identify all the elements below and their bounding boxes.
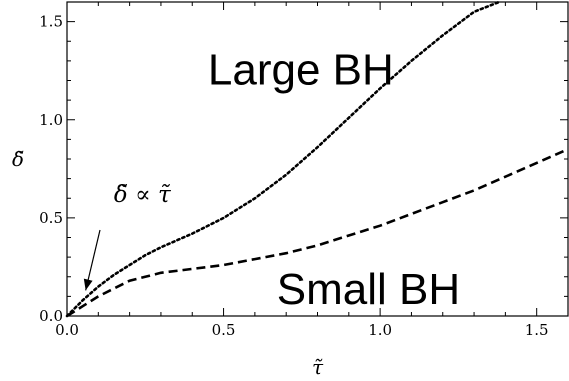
y-tick-label: 0.0 <box>39 307 63 325</box>
y-axis-label: δ̃ <box>12 147 24 171</box>
annotations-layer: Large BH Small BH δ̃ ∝ τ̃ <box>83 45 460 314</box>
y-tick-label: 0.5 <box>39 209 63 227</box>
x-tick-label: 0.0 <box>55 321 79 339</box>
x-tick-label: 1.5 <box>525 321 549 339</box>
x-tick-label: 0.5 <box>212 321 236 339</box>
annotation-arrowhead <box>83 278 93 291</box>
y-tick-label: 1.5 <box>39 13 63 31</box>
plot-frame <box>66 1 569 317</box>
ticks-layer: 0.0 0.5 1.0 1.5 0.0 0.5 1.0 1.5 <box>39 1 569 339</box>
series-layer <box>65 0 569 318</box>
series-line-dashed <box>66 148 569 318</box>
annotation-small-bh: Small BH <box>277 265 460 314</box>
x-tick-label: 1.0 <box>368 321 392 339</box>
annotation-proportional: δ̃ ∝ τ̃ <box>114 182 172 208</box>
y-tick-label: 1.0 <box>39 111 63 129</box>
x-axis-label: τ̃ <box>312 355 324 379</box>
annotation-large-bh: Large BH <box>208 45 394 94</box>
series-line-dotted <box>65 0 501 318</box>
